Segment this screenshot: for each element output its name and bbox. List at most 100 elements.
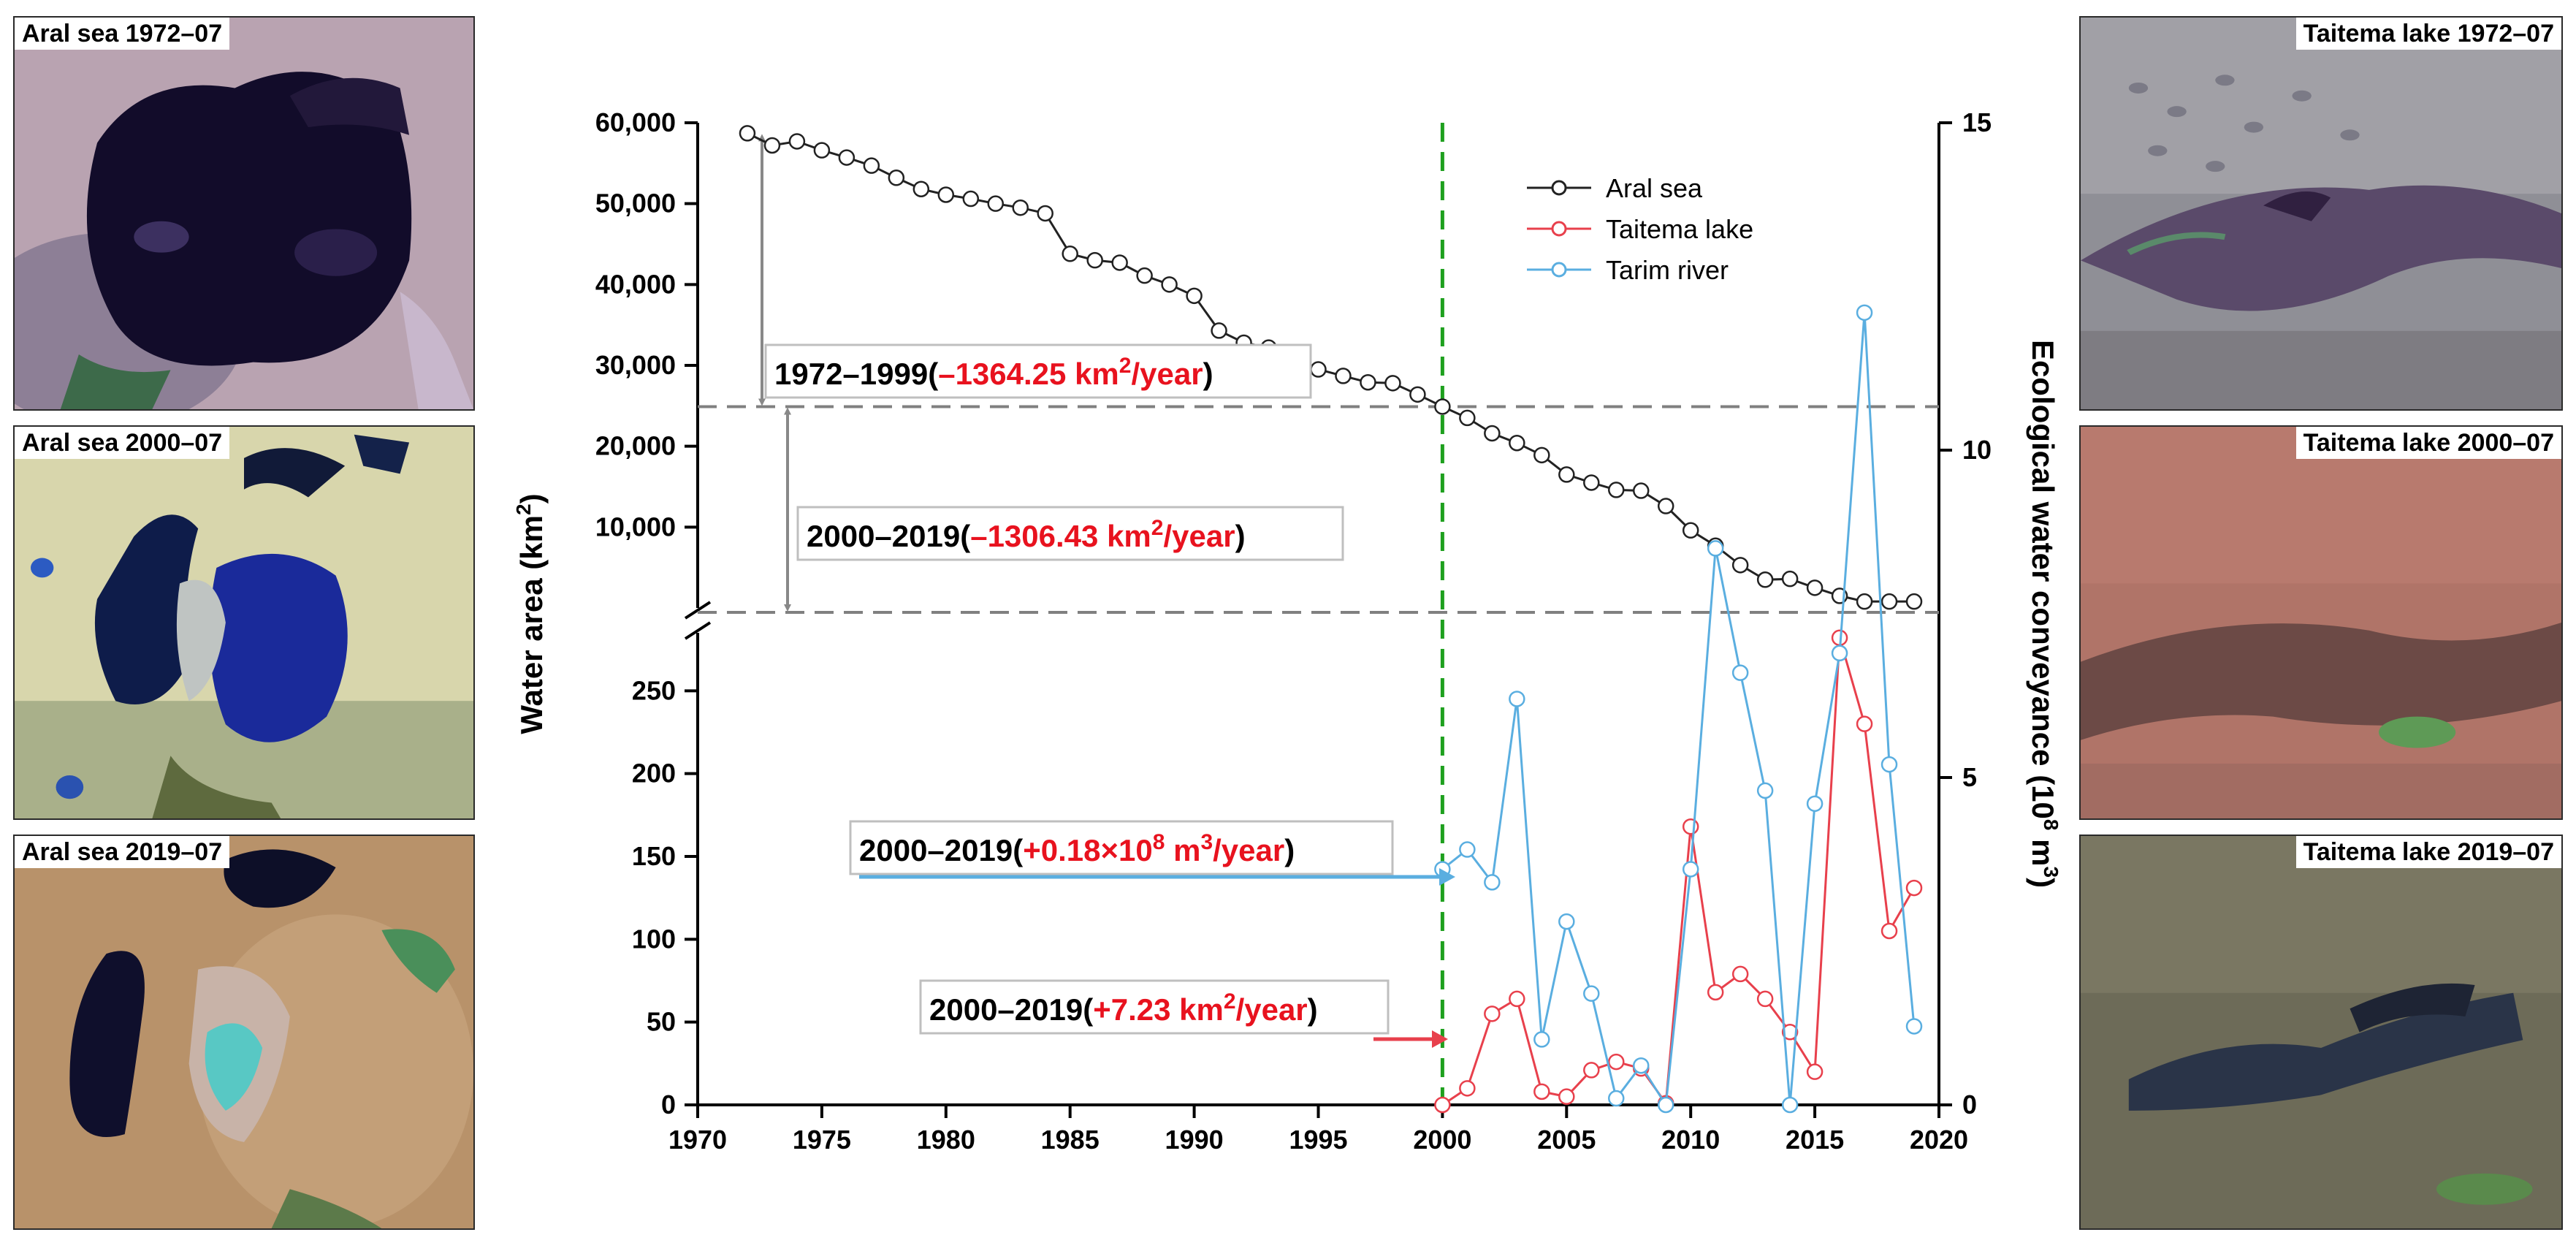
legend: Aral sea Taitema lake Tarim river bbox=[1527, 173, 1753, 285]
y-left-tick-label: 10,000 bbox=[595, 512, 676, 541]
data-point-aral-sea bbox=[1086, 251, 1103, 269]
data-point-aral-sea bbox=[937, 186, 955, 203]
data-point-aral-sea bbox=[1880, 593, 1898, 610]
x-tick-label: 1990 bbox=[1165, 1125, 1224, 1155]
y-axis-left-label: Water area (km2) bbox=[512, 493, 549, 734]
data-point-taitema-lake bbox=[1484, 1006, 1501, 1022]
y-right-tick-label: 15 bbox=[1962, 107, 1992, 137]
data-point-aral-sea bbox=[912, 180, 930, 197]
data-point-taitema-lake bbox=[1781, 1024, 1799, 1041]
aral-2019-image: Aral sea 2019–07 bbox=[13, 835, 475, 1230]
annotation-aral-2000-2019: 2000–2019(–1306.43 km2/year) bbox=[796, 506, 1344, 561]
data-point-tarim-river bbox=[1484, 874, 1501, 891]
aral-2000-image: Aral sea 2000–07 bbox=[13, 425, 475, 820]
data-point-aral-sea bbox=[1384, 375, 1401, 392]
data-point-aral-sea bbox=[1360, 373, 1376, 391]
legend-label-taitema: Taitema lake bbox=[1606, 214, 1753, 244]
data-point-taitema-lake bbox=[1806, 1063, 1824, 1080]
data-point-taitema-lake bbox=[1583, 1062, 1600, 1079]
data-point-taitema-lake bbox=[1459, 1080, 1476, 1097]
annotation-taitema-area: 2000–2019(+7.23 km2/year) bbox=[919, 979, 1448, 1048]
data-point-aral-sea bbox=[1186, 287, 1203, 305]
taitema-2000-image: Taitema lake 2000–07 bbox=[2079, 425, 2563, 820]
y-left-tick-label: 40,000 bbox=[595, 269, 676, 299]
data-point-aral-sea bbox=[1632, 482, 1650, 499]
data-point-tarim-river bbox=[1608, 1090, 1625, 1107]
data-point-taitema-lake bbox=[1731, 965, 1749, 983]
data-point-taitema-lake bbox=[1434, 1096, 1451, 1114]
data-point-aral-sea bbox=[987, 195, 1005, 212]
data-point-aral-sea bbox=[1806, 579, 1824, 596]
data-point-aral-sea bbox=[1037, 205, 1053, 222]
y-left-tick-label: 50 bbox=[647, 1007, 676, 1037]
series-line-tarim-river bbox=[1441, 312, 1916, 1109]
panel-label: Aral sea 2019–07 bbox=[15, 836, 230, 868]
data-point-aral-sea bbox=[1533, 446, 1550, 464]
data-point-aral-sea bbox=[1781, 570, 1799, 588]
data-point-aral-sea bbox=[1161, 276, 1178, 293]
axis-break-mark bbox=[684, 621, 712, 640]
legend-marker-aral bbox=[1551, 180, 1567, 196]
panel-label: Taitema lake 1972–07 bbox=[2295, 18, 2561, 50]
data-point-tarim-river bbox=[1583, 985, 1600, 1002]
y-left-tick-label: 0 bbox=[661, 1090, 676, 1120]
data-point-aral-sea bbox=[1310, 361, 1327, 378]
data-point-tarim-river bbox=[1509, 691, 1525, 707]
y-left-tick-label: 100 bbox=[632, 924, 676, 954]
panel-label: Taitema lake 2019–07 bbox=[2295, 836, 2561, 868]
x-tick-label: 2005 bbox=[1537, 1125, 1596, 1155]
data-point-aral-sea bbox=[1136, 267, 1153, 284]
data-point-aral-sea bbox=[1434, 398, 1451, 415]
data-point-tarim-river bbox=[1880, 756, 1898, 773]
data-point-aral-sea bbox=[1756, 571, 1774, 588]
svg-text:1972–1999(–1364.25 km2/year): 1972–1999(–1364.25 km2/year) bbox=[774, 354, 1213, 391]
data-point-taitema-lake bbox=[1707, 984, 1724, 1001]
data-point-aral-sea bbox=[1012, 199, 1029, 216]
taitema-1972-image: Taitema lake 1972–07 bbox=[2079, 16, 2563, 411]
x-tick-label: 2020 bbox=[1910, 1125, 1968, 1155]
data-point-aral-sea bbox=[1731, 557, 1749, 574]
y-right-tick-label: 5 bbox=[1962, 762, 1977, 792]
x-tick-label: 1975 bbox=[793, 1125, 851, 1155]
data-point-taitema-lake bbox=[1608, 1053, 1625, 1071]
data-point-taitema-lake bbox=[1880, 922, 1898, 940]
data-point-aral-sea bbox=[1682, 522, 1699, 539]
data-point-tarim-river bbox=[1533, 1031, 1550, 1048]
data-point-aral-sea bbox=[1484, 425, 1501, 442]
legend-label-tarim: Tarim river bbox=[1606, 255, 1729, 285]
data-point-aral-sea bbox=[788, 133, 806, 150]
aral-1972-image: Aral sea 1972–07 bbox=[13, 16, 475, 411]
data-point-aral-sea bbox=[863, 157, 880, 174]
data-point-aral-sea bbox=[1608, 482, 1625, 498]
data-point-tarim-river bbox=[1781, 1096, 1799, 1114]
x-tick-label: 1985 bbox=[1041, 1125, 1100, 1155]
data-point-aral-sea bbox=[1062, 246, 1078, 262]
y-left-tick-label: 50,000 bbox=[595, 189, 676, 218]
data-point-aral-sea bbox=[1905, 593, 1923, 610]
y-right-tick-label: 0 bbox=[1962, 1090, 1977, 1120]
data-point-aral-sea bbox=[1509, 434, 1525, 452]
panel-label: Aral sea 1972–07 bbox=[15, 18, 230, 50]
data-point-aral-sea bbox=[1856, 593, 1873, 610]
data-point-aral-sea bbox=[1409, 386, 1426, 403]
x-tick-label: 2015 bbox=[1786, 1125, 1844, 1155]
data-point-tarim-river bbox=[1682, 861, 1699, 878]
data-point-tarim-river bbox=[1707, 540, 1724, 557]
data-point-taitema-lake bbox=[1756, 990, 1774, 1008]
data-point-aral-sea bbox=[1335, 368, 1352, 384]
x-tick-label: 2010 bbox=[1661, 1125, 1720, 1155]
svg-text:2000–2019(+0.18×108 m3/year): 2000–2019(+0.18×108 m3/year) bbox=[859, 830, 1295, 867]
series-line-taitema-lake bbox=[1441, 637, 1916, 1106]
data-point-aral-sea bbox=[813, 142, 831, 159]
svg-text:2000–2019(+7.23 km2/year): 2000–2019(+7.23 km2/year) bbox=[929, 989, 1318, 1027]
y-left-tick-label: 60,000 bbox=[595, 107, 676, 137]
y-left-tick-label: 200 bbox=[632, 759, 676, 788]
data-point-tarim-river bbox=[1905, 1018, 1923, 1035]
data-point-aral-sea bbox=[1558, 466, 1575, 483]
data-point-tarim-river bbox=[1831, 645, 1848, 662]
data-point-tarim-river bbox=[1731, 664, 1749, 681]
panel-label: Aral sea 2000–07 bbox=[15, 427, 230, 459]
y-left-tick-label: 30,000 bbox=[595, 350, 676, 380]
data-point-aral-sea bbox=[888, 170, 905, 186]
